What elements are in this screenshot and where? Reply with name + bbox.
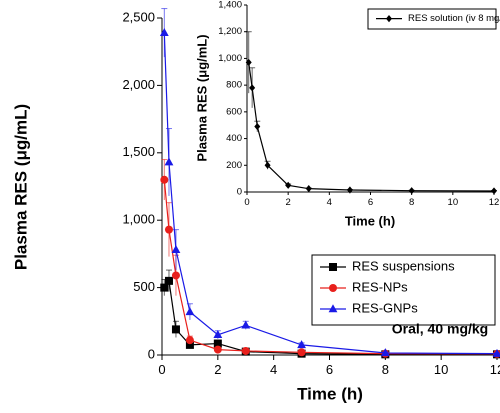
y-tick-label: 1,500 — [122, 144, 155, 159]
legend-box — [367, 8, 497, 30]
marker — [329, 263, 337, 271]
x-tick-label: 0 — [244, 197, 249, 208]
series-line — [248, 62, 495, 192]
x-axis-label: Time (h) — [345, 213, 395, 228]
marker — [305, 185, 312, 193]
x-tick-label: 12 — [489, 197, 500, 208]
x-tick-label: 4 — [327, 197, 332, 208]
y-tick-label: 800 — [226, 80, 242, 91]
marker — [285, 181, 292, 189]
y-tick-label: 400 — [226, 133, 242, 144]
x-tick-label: 6 — [368, 197, 373, 208]
x-tick-label: 12 — [490, 362, 500, 377]
marker — [164, 157, 174, 166]
marker — [297, 348, 306, 357]
marker — [213, 329, 223, 338]
marker — [160, 283, 169, 292]
legend-label: RES solution (iv 8 mg/kg) — [408, 13, 500, 24]
marker — [185, 307, 195, 316]
y-tick-label: 1,400 — [218, 0, 242, 11]
x-tick-label: 8 — [409, 197, 414, 208]
legend-label: RES suspensions — [352, 258, 455, 273]
x-tick-label: 6 — [326, 362, 333, 377]
x-tick-label: 8 — [382, 362, 389, 377]
marker — [386, 15, 392, 23]
annotation: Oral, 40 mg/kg — [392, 321, 488, 337]
y-tick-label: 600 — [226, 106, 242, 117]
marker — [185, 340, 194, 349]
marker — [264, 161, 271, 169]
y-tick-label: 200 — [226, 160, 242, 171]
marker — [164, 225, 173, 234]
legend-label: RES-GNPs — [352, 300, 418, 315]
x-tick-label: 10 — [448, 197, 459, 208]
marker — [328, 304, 338, 313]
y-tick-label: 500 — [133, 279, 155, 294]
marker — [159, 28, 169, 37]
y-tick-label: 2,500 — [122, 9, 155, 24]
y-tick-label: 1,000 — [122, 212, 155, 227]
marker — [329, 284, 337, 292]
y-tick-label: 1,200 — [218, 26, 242, 37]
y-tick-label: 0 — [148, 346, 155, 361]
y-tick-label: 2,000 — [122, 77, 155, 92]
marker — [245, 58, 252, 67]
marker — [491, 187, 497, 195]
legend-label: RES-NPs — [352, 279, 408, 294]
marker — [249, 84, 256, 92]
x-tick-label: 2 — [214, 362, 221, 377]
marker — [171, 325, 180, 334]
marker — [297, 340, 306, 349]
marker — [408, 187, 415, 195]
y-tick-label: 1,000 — [218, 53, 242, 64]
marker — [171, 245, 181, 254]
marker — [213, 339, 222, 348]
marker — [254, 122, 261, 131]
x-tick-label: 0 — [158, 362, 165, 377]
marker — [185, 336, 194, 345]
marker — [213, 345, 222, 354]
marker — [380, 348, 390, 357]
y-axis-label: Plasma RES (μg/mL) — [11, 104, 30, 270]
marker — [171, 271, 180, 280]
x-tick-label: 2 — [286, 197, 291, 208]
marker — [241, 346, 250, 355]
x-axis-label: Time (h) — [297, 384, 363, 403]
y-axis-label: Plasma RES (μg/mL) — [194, 34, 209, 161]
marker — [241, 320, 251, 329]
y-tick-label: 0 — [237, 187, 242, 198]
marker — [492, 348, 500, 357]
x-tick-label: 4 — [270, 362, 277, 377]
x-tick-label: 10 — [434, 362, 448, 377]
marker — [164, 276, 173, 285]
marker — [160, 175, 169, 184]
marker — [346, 186, 353, 194]
